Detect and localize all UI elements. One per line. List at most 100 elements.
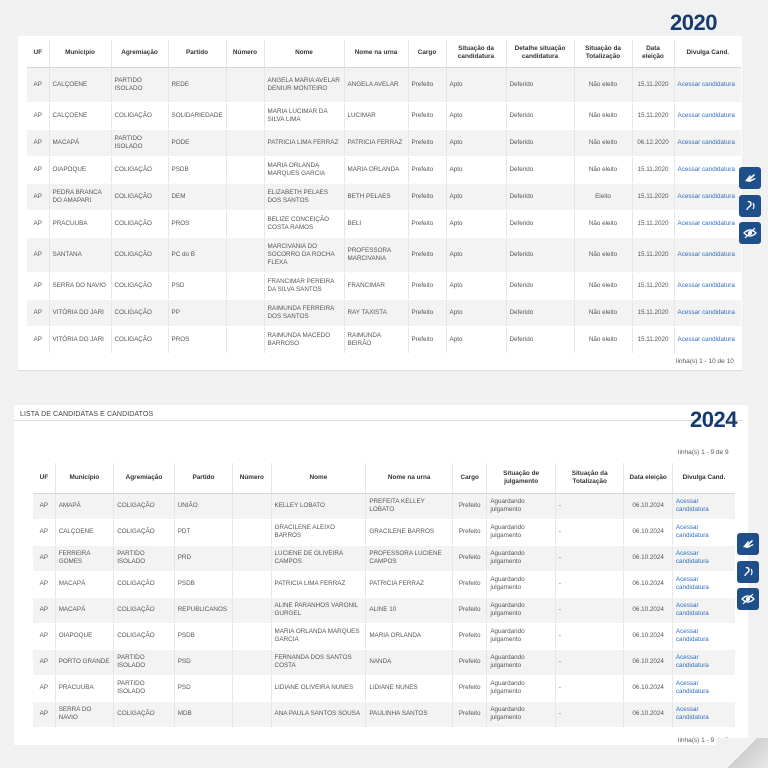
table-cell [225, 237, 264, 273]
access-candidacy-link[interactable]: Acessar candidatura [677, 192, 735, 200]
column-header[interactable]: Divulga Cand. [673, 40, 741, 68]
column-header[interactable]: Situação de julgamento [486, 463, 556, 494]
table-cell: 06.10.2024 [623, 701, 673, 728]
table-cell: LUCIMAR [343, 102, 408, 130]
table-cell: Apto [445, 272, 506, 300]
access-candidacy-link[interactable]: Acessar candidatura [677, 308, 735, 316]
visual-accessibility-button[interactable] [739, 222, 761, 244]
column-header[interactable]: Situação da candidatura [445, 40, 506, 68]
column-header[interactable]: Situação da Totalização [573, 40, 632, 68]
table-cell: PREFEITA KELLEY LOBATO [365, 493, 453, 520]
table-cell: - [554, 571, 624, 598]
table-cell: GRACILENE BARROS [365, 519, 453, 546]
column-header[interactable]: Agremiação [110, 40, 168, 68]
access-candidacy-link[interactable]: Acessar candidatura [675, 602, 709, 617]
column-header[interactable]: Situação da Totalização [554, 463, 624, 494]
table-cell: Prefeito [407, 326, 446, 354]
column-header[interactable]: Número [225, 40, 264, 68]
table-cell: MARIA ORLANDA MARQUES GARCIA [270, 623, 366, 650]
table-cell: PROS [167, 326, 226, 354]
column-header[interactable]: UF [33, 463, 56, 494]
access-candidacy-link[interactable]: Acessar candidatura [677, 111, 735, 119]
table-cell: RAIMUNDA FERREIRA DOS SANTOS [263, 299, 344, 327]
access-candidacy-link[interactable]: Acessar candidatura [675, 576, 709, 591]
table-cell: COLIGAÇÃO [110, 299, 168, 327]
row-counter-2020: linha(s) 1 - 10 de 10 [676, 358, 734, 365]
table-cell: COLIGAÇÃO [110, 326, 168, 354]
table-cell: ANA PAULA SANTOS SOUSA [270, 701, 366, 728]
table-cell: AP [33, 519, 56, 546]
sign-language-button-2[interactable] [737, 533, 759, 555]
table-cell: PATRICIA LIMA FERRAZ [270, 571, 366, 598]
visual-accessibility-button-2[interactable] [737, 588, 759, 610]
column-header[interactable]: Partido [173, 463, 233, 494]
access-candidacy-link[interactable]: Acessar candidatura [675, 498, 709, 513]
sign-language-button[interactable] [739, 167, 761, 189]
table-cell: CALÇOENE [48, 102, 111, 130]
column-header[interactable]: Partido [167, 40, 226, 68]
column-header[interactable]: Nome na urna [343, 40, 408, 68]
column-header[interactable]: Detalhe situação candidatura [505, 40, 574, 68]
hearing-button-2[interactable] [737, 561, 759, 583]
table-cell: Acessar candidatura [673, 237, 741, 273]
table-cell: 15.11.2020 [631, 67, 674, 103]
column-header[interactable]: UF [27, 40, 49, 68]
table-cell: 15.11.2020 [631, 183, 674, 211]
access-candidacy-link[interactable]: Acessar candidatura [677, 80, 735, 88]
table-row: AP VITÓRIA DO JARI COLIGAÇÃO PROS RAIMUNDA M… [27, 326, 741, 354]
column-header[interactable]: Número [232, 463, 272, 494]
table-cell: COLIGAÇÃO [110, 237, 168, 273]
access-candidacy-link[interactable]: Acessar candidatura [675, 628, 709, 643]
table-cell: COLIGAÇÃO [113, 571, 175, 598]
table-row: AP CALÇOENE COLIGAÇÃO PDT GRACILENE ALEIXO B… [33, 519, 735, 546]
table-cell: MARCIVANIA DO SOCORRO DA ROCHA FLEXA [263, 237, 344, 273]
table-cell: Não eleito [573, 237, 632, 273]
table-cell: Aguardando julgamento [486, 675, 556, 702]
access-candidacy-link[interactable]: Acessar candidatura [677, 165, 735, 173]
column-header[interactable]: Município [48, 40, 111, 68]
table-cell: PDT [173, 519, 233, 546]
table-cell [225, 272, 264, 300]
table-cell: Apto [445, 67, 506, 103]
table-cell: AP [33, 675, 56, 702]
table-cell [232, 623, 272, 650]
access-candidacy-link[interactable]: Acessar candidatura [677, 335, 735, 343]
column-header[interactable]: Divulga Cand. [671, 463, 735, 494]
column-header[interactable]: Nome na urna [365, 463, 453, 494]
column-header[interactable]: Agremiação [113, 463, 175, 494]
access-candidacy-link[interactable]: Acessar candidatura [677, 138, 735, 146]
hearing-button[interactable] [739, 195, 761, 217]
table-cell: Prefeito [452, 519, 487, 546]
column-header[interactable]: Cargo [407, 40, 446, 68]
sign-language-icon [745, 174, 756, 182]
table-cell: Acessar candidatura [671, 597, 735, 624]
access-candidacy-link[interactable]: Acessar candidatura [675, 654, 709, 669]
access-candidacy-link[interactable]: Acessar candidatura [677, 219, 735, 227]
access-candidacy-link[interactable]: Acessar candidatura [677, 250, 735, 258]
column-header[interactable]: Município [54, 463, 114, 494]
access-candidacy-link[interactable]: Acessar candidatura [677, 281, 735, 289]
table-cell: Prefeito [407, 237, 446, 273]
column-header[interactable]: Nome [263, 40, 344, 68]
table-cell: COLIGAÇÃO [110, 272, 168, 300]
column-header[interactable]: Cargo [452, 463, 487, 494]
table-cell: PSD [173, 675, 233, 702]
table-cell: PATRICIA FERRAZ [343, 129, 408, 157]
table-cell: Não eleito [573, 326, 632, 354]
table-cell: Apto [445, 102, 506, 130]
year-2020-label: 2020 [670, 10, 717, 35]
access-candidacy-link[interactable]: Acessar candidatura [675, 550, 709, 565]
table-cell: Acessar candidatura [673, 272, 741, 300]
table-cell: Prefeito [452, 623, 487, 650]
table-cell: Deferido [505, 67, 574, 103]
column-header[interactable]: Data eleição [623, 463, 673, 494]
column-header[interactable]: Nome [270, 463, 366, 494]
access-candidacy-link[interactable]: Acessar candidatura [675, 524, 709, 539]
table-row: AP OIAPOQUE COLIGAÇÃO PSDB MARIA ORLANDA MAR… [33, 623, 735, 650]
access-candidacy-link[interactable]: Acessar candidatura [675, 706, 709, 721]
table-2024: UF Município Agremiação Partido Número Nome No… [33, 463, 735, 728]
table-cell: 06.10.2024 [623, 649, 673, 676]
column-header[interactable]: Data eleição [631, 40, 674, 68]
access-candidacy-link[interactable]: Acessar candidatura [675, 680, 709, 695]
table-cell: PARTIDO ISOLADO [113, 545, 175, 572]
